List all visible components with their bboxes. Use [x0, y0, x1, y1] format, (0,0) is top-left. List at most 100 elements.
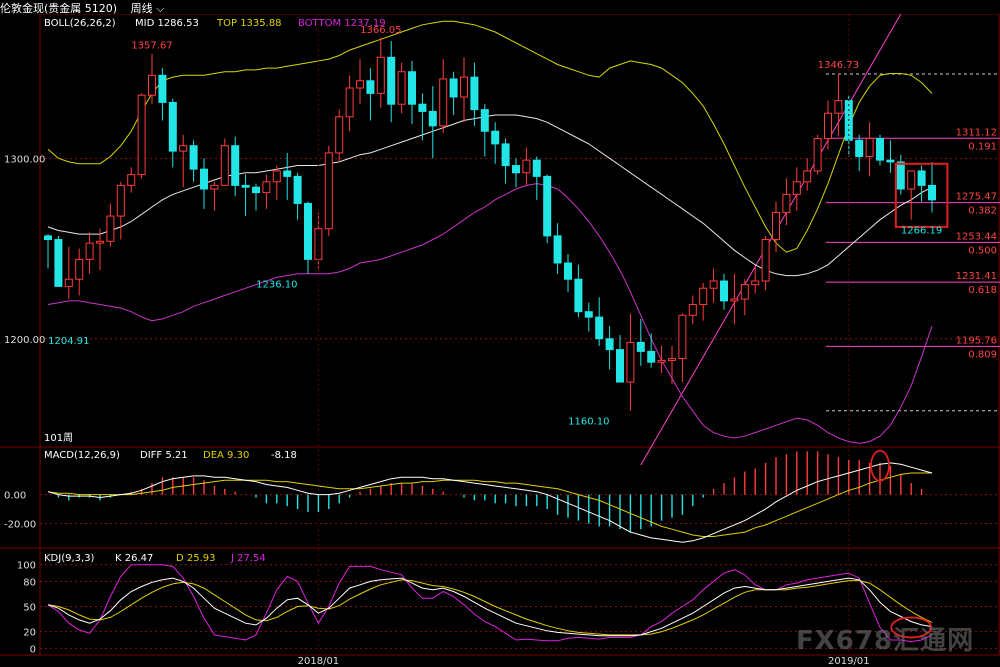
candle-body — [553, 235, 562, 264]
candle-body — [158, 74, 167, 103]
candle-body — [699, 287, 708, 305]
candle-body — [855, 139, 864, 158]
price-extreme-label: 1346.73 — [818, 60, 859, 71]
candle-body — [730, 298, 739, 302]
candle-body — [782, 193, 791, 213]
boll-mid-value: MID 1286.53 — [135, 18, 199, 29]
candle-body — [418, 103, 427, 112]
boll-bottom-line — [47, 183, 933, 444]
candle-body — [616, 349, 624, 383]
fib-ratio-label: 0.809 — [968, 349, 997, 360]
candle-body — [304, 202, 312, 260]
macd-title: MACD(12,26,9) — [44, 450, 120, 461]
candle-body — [595, 316, 604, 340]
fib-ratio-label: 0.191 — [968, 141, 997, 152]
candle-body — [85, 242, 94, 260]
candle-body — [345, 87, 354, 118]
candle-body — [688, 303, 697, 316]
candle-body — [408, 71, 416, 105]
candle-body — [168, 101, 177, 152]
candle-body — [231, 145, 240, 186]
candle-body — [928, 184, 936, 201]
candle-body — [886, 159, 895, 163]
fib-ratio-label: 0.382 — [968, 206, 997, 217]
candle-body — [636, 341, 645, 352]
candle-body — [428, 110, 437, 127]
candle-body — [574, 278, 583, 313]
candle-body — [293, 175, 302, 204]
candle-body — [678, 314, 687, 360]
candle-body — [54, 239, 63, 287]
candle-body — [876, 137, 884, 161]
boll-bottom-value: BOTTOM 1237.19 — [298, 18, 386, 29]
candle-body — [626, 341, 635, 383]
price-extreme-label: 1160.10 — [568, 417, 609, 428]
y-tick-label: 1300.00 — [4, 154, 45, 165]
x-tick-label: 2019/01 — [828, 656, 870, 667]
fib-ratio-label: 0.500 — [968, 245, 997, 256]
kdj-j-value: J 27.54 — [230, 553, 266, 564]
candle-body — [387, 56, 396, 105]
y-tick-label: 1200.00 — [4, 335, 45, 346]
price-extreme-label: 1366.05 — [360, 25, 401, 36]
price-extreme-label: 1204.91 — [48, 336, 89, 347]
candle-body — [512, 165, 520, 174]
candle-body — [241, 184, 250, 188]
candle-body — [64, 278, 73, 287]
candle-body — [220, 145, 229, 186]
candle-body — [803, 170, 812, 183]
kdj-d-value: D 25.93 — [176, 553, 216, 564]
candle-body — [470, 76, 479, 111]
candle-body — [200, 168, 208, 190]
period-selector[interactable]: 周线 ⌵ — [130, 2, 165, 15]
boll-top-line — [47, 20, 933, 253]
period-count-label: 101周 — [44, 432, 73, 444]
candle-body — [106, 215, 115, 242]
candle-body — [501, 143, 510, 167]
candle-body — [907, 170, 916, 190]
macd-highlight-circle — [870, 449, 890, 482]
kdj-d-line — [47, 579, 933, 636]
fib-price-label: 1275.47 — [956, 192, 997, 203]
candle-body — [792, 181, 801, 195]
macd-diff-line — [47, 462, 933, 543]
watermark-logo: FX678汇通网 — [796, 626, 975, 656]
candle-body — [127, 174, 136, 186]
candle-body — [584, 311, 593, 318]
candle-body — [356, 80, 364, 89]
instrument-name[interactable]: 伦敦金现(贵金属 5120) — [0, 2, 118, 15]
trend-line — [640, 13, 902, 466]
candle-body — [96, 240, 104, 244]
candle-body — [917, 170, 926, 186]
candle-body — [44, 235, 52, 241]
candle-body — [397, 71, 406, 105]
kdj-y-label: 0 — [30, 644, 36, 655]
candle-body — [116, 184, 125, 217]
candle-body — [252, 186, 260, 194]
candle-body — [564, 262, 572, 280]
boll-top-value: TOP 1335.88 — [216, 18, 282, 29]
kdj-y-label: 80 — [23, 577, 36, 588]
candle-body — [179, 145, 188, 152]
fib-price-label: 1311.12 — [956, 127, 997, 138]
candle-body — [376, 56, 385, 94]
macd-dea-line — [47, 472, 932, 537]
boll-title: BOLL(26,26,2) — [44, 18, 116, 29]
candle-body — [439, 78, 448, 127]
fib-price-label: 1231.41 — [956, 271, 997, 282]
kdj-y-label: 100 — [17, 561, 36, 572]
macd-hist-value: -8.18 — [271, 450, 297, 461]
price-extreme-label: 1357.67 — [131, 40, 172, 51]
x-tick-label: 2018/01 — [298, 656, 340, 667]
candle-body — [75, 258, 84, 280]
candle-body — [668, 358, 676, 361]
kdj-k-line — [47, 577, 933, 637]
candle-body — [272, 170, 281, 183]
candle-body — [865, 137, 874, 158]
kdj-k-value: K 26.47 — [115, 553, 153, 564]
candle-body — [751, 280, 760, 286]
candle-body — [605, 338, 614, 351]
highlight-box — [894, 162, 949, 228]
kdj-j-line — [47, 564, 933, 643]
